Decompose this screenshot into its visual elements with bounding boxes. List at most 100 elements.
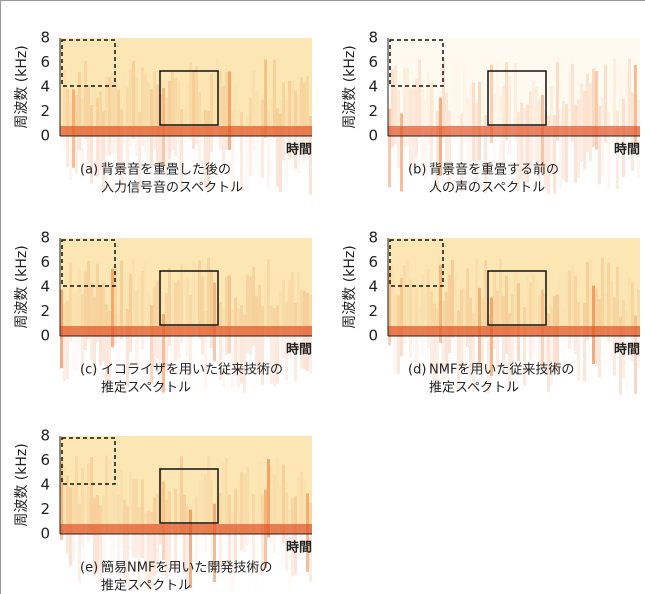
spectrogram-stripe (186, 82, 189, 160)
spectrogram-stripe (210, 480, 213, 558)
spectrogram-stripe (595, 71, 598, 149)
spectrogram-stripe (607, 112, 610, 190)
spectrogram-stripe (568, 271, 571, 349)
spectrogram-stripe (225, 276, 228, 354)
caption-line: 入力信号音のスペクトル (101, 180, 243, 196)
y-tick-label: 4 (40, 476, 50, 494)
spectrogram-stripe (568, 72, 571, 150)
spectrogram-stripe (192, 71, 195, 149)
spectrogram-stripe (246, 274, 249, 352)
caption-line: NMFを用いた従来技術の (429, 363, 574, 378)
spectrogram-stripe (478, 82, 481, 160)
spectrogram-stripe (622, 300, 625, 378)
spectrogram-stripe (111, 75, 114, 153)
spectrogram-stripe (225, 72, 228, 150)
spectrogram-stripe (84, 272, 87, 350)
spectrogram-stripe (517, 283, 520, 361)
spectrogram-stripe (105, 456, 108, 534)
spectrogram-stripe (132, 259, 135, 337)
spectrogram-stripe (249, 277, 252, 355)
spectrogram-stripe (508, 76, 511, 154)
spectrogram-stripe (201, 112, 204, 190)
spectrogram-stripe (442, 59, 445, 137)
spectrogram-stripe (168, 81, 171, 159)
spectrogram-stripe (189, 510, 192, 588)
y-tick-label: 0 (368, 127, 378, 145)
spectrogram-stripe (72, 484, 75, 562)
spectrogram-stripe (102, 111, 105, 189)
caption-line: 背景音を重畳した後の (101, 162, 231, 178)
y-tick-label: 4 (368, 278, 378, 296)
y-tick-label: 0 (40, 327, 50, 345)
spectrogram-stripe (186, 278, 189, 356)
x-axis-label: 時間 (614, 142, 640, 158)
y-tick-label: 0 (40, 525, 50, 543)
spectrogram-stripe (532, 82, 535, 160)
spectrogram-stripe (234, 86, 237, 164)
spectrogram-stripe (171, 72, 174, 150)
spectrogram-stripe (285, 302, 288, 380)
spectrogram-stripe (517, 112, 520, 190)
x-axis-label: 時間 (286, 142, 312, 158)
spectrogram-stripe (469, 84, 472, 162)
spectrogram-stripe (505, 276, 508, 354)
spectrogram-stripe (601, 98, 604, 176)
spectrogram-stripe (565, 104, 568, 182)
spectrogram-stripe (400, 113, 403, 191)
spectrogram-stripe (291, 498, 294, 576)
caption-line: 背景音を重畳する前の (429, 162, 559, 178)
y-tick-label: 2 (40, 302, 50, 320)
spectrogram-stripe (204, 311, 207, 389)
y-tick-label: 0 (40, 127, 50, 145)
spectrogram-stripe (273, 475, 276, 553)
caption-label: (a) (80, 163, 98, 178)
spectrogram-stripe (129, 274, 132, 352)
spectrogram-stripe (526, 276, 529, 354)
spectrogram-stripe (279, 114, 282, 192)
spectrogram-stripe (204, 474, 207, 552)
y-axis-label: 周波数 (kHz) (342, 45, 358, 128)
spectrogram-stripe (78, 72, 81, 150)
y-axis-label: 周波数 (kHz) (14, 245, 30, 328)
spectrogram-stripe (270, 98, 273, 176)
spectrogram-stripe (129, 472, 132, 550)
spectrogram-stripe (580, 84, 583, 162)
spectrogram-stripe (108, 77, 111, 155)
y-tick-label: 2 (40, 500, 50, 518)
spectrogram-stripe (231, 110, 234, 188)
spectrogram-stripe (255, 511, 258, 589)
spectrogram-stripe (198, 480, 201, 558)
y-tick-label: 4 (40, 278, 50, 296)
spectrogram-stripe (622, 99, 625, 177)
spectrogram-stripe (132, 479, 135, 557)
spectrogram-stripe (610, 281, 613, 359)
low-band (388, 326, 640, 336)
y-tick-label: 8 (368, 29, 378, 47)
y-tick-label: 4 (40, 78, 50, 96)
spectrogram-stripe (228, 275, 231, 353)
spectrogram-stripe (574, 105, 577, 183)
spectrogram-stripe (63, 303, 66, 381)
spectrogram-stripe (282, 82, 285, 160)
spectrogram-stripe (559, 109, 562, 187)
spectrogram-stripe (613, 297, 616, 375)
spectrogram-stripe (222, 86, 225, 164)
spectrogram-stripe (78, 271, 81, 349)
spectrogram-stripe (276, 108, 279, 186)
spectrogram-stripe (400, 278, 403, 356)
spectrogram-stripe (123, 273, 126, 351)
spectrogram-stripe (300, 472, 303, 550)
spectrogram-stripe (457, 58, 460, 136)
spectrogram-stripe (637, 100, 640, 178)
caption-line: 推定スペクトル (429, 381, 519, 396)
y-tick-label: 2 (40, 102, 50, 120)
figure: 02468周波数 (kHz)時間(a)背景音を重畳した後の入力信号音のスペクトル… (0, 0, 645, 594)
spectrogram-stripe (285, 100, 288, 178)
spectrogram-stripe (415, 285, 418, 363)
spectrogram-stripe (409, 280, 412, 358)
spectrogram-stripe (619, 70, 622, 148)
spectrogram-stripe (201, 276, 204, 354)
spectrogram-stripe (493, 270, 496, 348)
caption-label: (e) (80, 561, 98, 576)
spectrogram-stripe (213, 72, 216, 150)
